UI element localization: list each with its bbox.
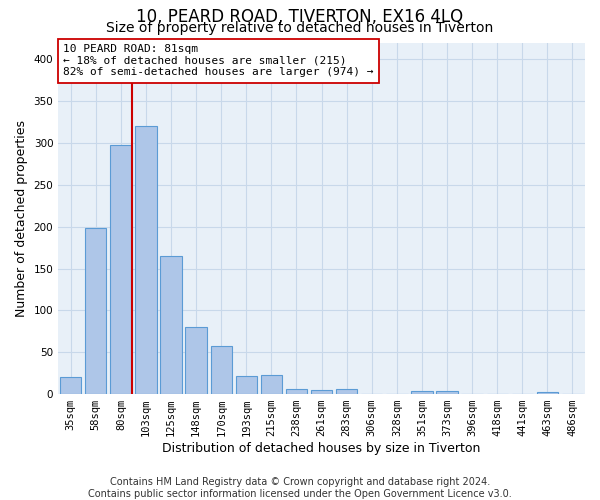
Text: 10 PEARD ROAD: 81sqm
← 18% of detached houses are smaller (215)
82% of semi-deta: 10 PEARD ROAD: 81sqm ← 18% of detached h… (64, 44, 374, 78)
Bar (411, 390, 433, 394)
X-axis label: Distribution of detached houses by size in Tiverton: Distribution of detached houses by size … (163, 442, 481, 455)
Bar (160, 256, 182, 394)
Bar (311, 390, 332, 394)
Text: 10, PEARD ROAD, TIVERTON, EX16 4LQ: 10, PEARD ROAD, TIVERTON, EX16 4LQ (136, 8, 464, 26)
Bar (261, 375, 282, 394)
Bar (60, 378, 82, 394)
Bar (136, 126, 157, 394)
Bar (110, 144, 131, 394)
Bar (85, 228, 106, 394)
Bar (236, 376, 257, 394)
Bar (286, 389, 307, 394)
Y-axis label: Number of detached properties: Number of detached properties (15, 120, 28, 317)
Bar (336, 389, 358, 394)
Text: Contains HM Land Registry data © Crown copyright and database right 2024.
Contai: Contains HM Land Registry data © Crown c… (88, 478, 512, 499)
Bar (537, 392, 558, 394)
Bar (185, 327, 207, 394)
Bar (211, 346, 232, 394)
Text: Size of property relative to detached houses in Tiverton: Size of property relative to detached ho… (106, 21, 494, 35)
Bar (436, 390, 458, 394)
